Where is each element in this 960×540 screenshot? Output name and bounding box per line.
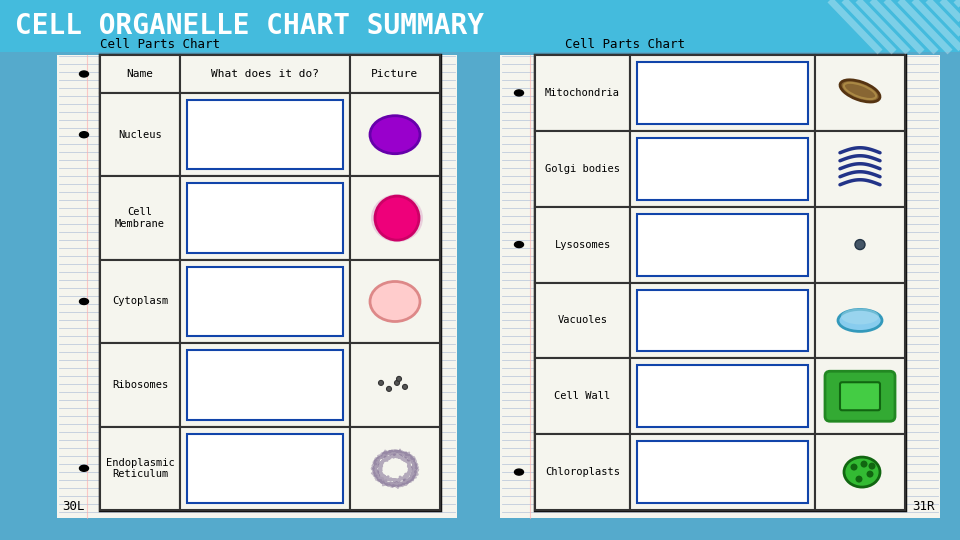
Bar (535, 207, 630, 282)
Text: Vacuoles: Vacuoles (558, 315, 608, 326)
Bar (350, 93, 440, 177)
Bar (100, 55, 180, 93)
FancyBboxPatch shape (840, 382, 880, 410)
Text: Picture: Picture (372, 69, 419, 79)
Bar (180, 260, 350, 343)
Bar (630, 359, 815, 434)
Bar (637, 289, 808, 352)
Circle shape (375, 196, 419, 240)
Bar (57, 55, 457, 518)
Text: What does it do?: What does it do? (211, 69, 319, 79)
Text: Cytoplasm: Cytoplasm (112, 296, 168, 307)
Text: Nucleus: Nucleus (118, 130, 162, 140)
Text: CELL ORGANELLE CHART SUMMARY: CELL ORGANELLE CHART SUMMARY (15, 12, 484, 40)
Bar (815, 434, 905, 510)
Ellipse shape (371, 194, 423, 242)
Circle shape (378, 380, 383, 386)
Text: Name: Name (127, 69, 154, 79)
Ellipse shape (80, 71, 88, 77)
Bar (630, 207, 815, 282)
Bar (180, 427, 350, 510)
Bar (350, 260, 440, 343)
Bar (630, 131, 815, 207)
Bar (100, 177, 180, 260)
Bar (535, 55, 905, 510)
Bar (535, 359, 630, 434)
Bar (100, 93, 180, 177)
Text: Cell Wall: Cell Wall (554, 392, 611, 401)
Text: Golgi bodies: Golgi bodies (545, 164, 620, 174)
Bar (350, 343, 440, 427)
Bar (815, 282, 905, 359)
Bar (0, 0, 960, 52)
Ellipse shape (370, 116, 420, 154)
Bar (637, 62, 808, 124)
Circle shape (867, 470, 874, 477)
Text: Cell Parts Chart: Cell Parts Chart (565, 38, 685, 51)
Ellipse shape (515, 469, 523, 475)
Bar (187, 350, 343, 420)
Bar (180, 343, 350, 427)
Bar (815, 359, 905, 434)
Bar (187, 184, 343, 253)
Bar (350, 177, 440, 260)
Bar (187, 267, 343, 336)
Bar (180, 93, 350, 177)
Bar (100, 427, 180, 510)
Bar (180, 177, 350, 260)
Bar (350, 55, 440, 93)
Text: 30L: 30L (62, 500, 84, 513)
Bar (100, 260, 180, 343)
Bar (630, 55, 815, 131)
Bar (535, 282, 630, 359)
Circle shape (855, 240, 865, 249)
FancyBboxPatch shape (825, 372, 895, 421)
Bar (187, 100, 343, 170)
Text: 31R: 31R (913, 500, 935, 513)
Ellipse shape (838, 309, 882, 332)
Circle shape (855, 476, 862, 483)
Ellipse shape (844, 457, 880, 487)
Circle shape (395, 380, 399, 386)
Text: Cell
Membrane: Cell Membrane (115, 207, 165, 229)
Text: Cell Parts Chart: Cell Parts Chart (100, 38, 220, 51)
Ellipse shape (515, 241, 523, 247)
Bar (100, 55, 440, 510)
Bar (630, 434, 815, 510)
Ellipse shape (841, 308, 879, 325)
Text: Mitochondria: Mitochondria (545, 88, 620, 98)
Bar (535, 131, 630, 207)
Ellipse shape (840, 80, 880, 102)
Bar (500, 55, 940, 518)
Bar (180, 55, 350, 93)
Bar (350, 427, 440, 510)
Bar (637, 214, 808, 275)
Circle shape (396, 376, 401, 381)
Circle shape (860, 461, 868, 468)
Bar (815, 131, 905, 207)
Circle shape (387, 387, 392, 392)
Ellipse shape (80, 465, 88, 471)
Ellipse shape (80, 132, 88, 138)
Ellipse shape (80, 299, 88, 305)
Ellipse shape (370, 281, 420, 321)
Text: Lysosomes: Lysosomes (554, 240, 611, 249)
Ellipse shape (515, 90, 523, 96)
Bar (637, 366, 808, 427)
Bar (815, 207, 905, 282)
Bar (637, 441, 808, 503)
Bar (535, 434, 630, 510)
Text: Endoplasmic
Reticulum: Endoplasmic Reticulum (106, 457, 175, 479)
Bar (187, 434, 343, 503)
Bar (535, 55, 630, 131)
Circle shape (402, 384, 407, 389)
Bar (100, 343, 180, 427)
Text: Chloroplasts: Chloroplasts (545, 467, 620, 477)
Text: Ribosomes: Ribosomes (112, 380, 168, 390)
Bar (637, 138, 808, 200)
Bar (630, 282, 815, 359)
Circle shape (851, 463, 857, 470)
Circle shape (869, 463, 876, 470)
Bar (815, 55, 905, 131)
